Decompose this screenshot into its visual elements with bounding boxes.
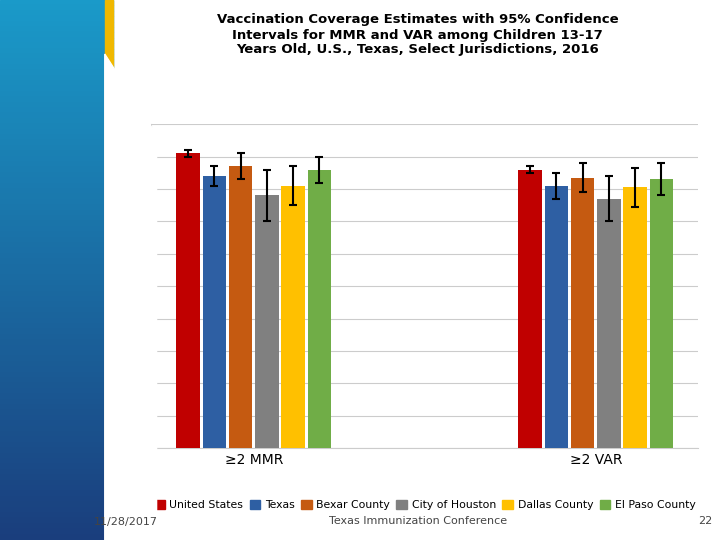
Bar xyxy=(624,187,647,448)
Bar xyxy=(176,153,200,448)
Text: 11/28/2017: 11/28/2017 xyxy=(94,516,158,526)
Bar xyxy=(597,199,621,448)
Y-axis label: Coverage Estimate: Coverage Estimate xyxy=(92,226,105,346)
Bar xyxy=(649,179,673,448)
Bar xyxy=(282,186,305,448)
Bar xyxy=(202,176,226,448)
Bar xyxy=(518,170,542,448)
Bar xyxy=(255,195,279,448)
Text: Texas Immunization Conference: Texas Immunization Conference xyxy=(328,516,507,526)
Text: Vaccination Coverage Estimates with 95% Confidence
Intervals for MMR and VAR amo: Vaccination Coverage Estimates with 95% … xyxy=(217,14,618,57)
Bar xyxy=(229,166,253,448)
Bar xyxy=(571,178,595,448)
Legend: United States, Texas, Bexar County, City of Houston, Dallas County, El Paso Coun: United States, Texas, Bexar County, City… xyxy=(150,496,700,515)
Text: 22: 22 xyxy=(698,516,713,526)
Bar xyxy=(544,186,568,448)
Bar xyxy=(307,170,331,448)
